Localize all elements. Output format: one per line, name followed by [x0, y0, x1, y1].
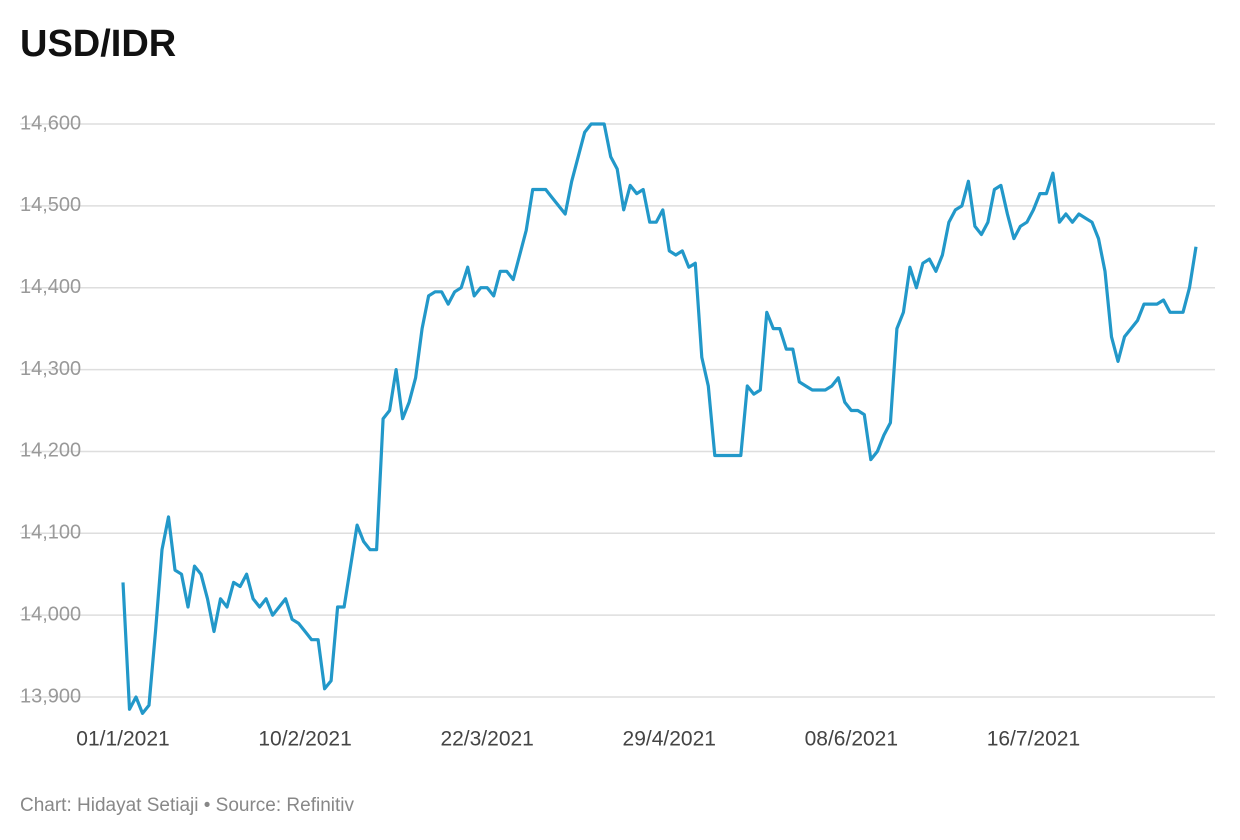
x-tick-label: 08/6/2021 — [805, 728, 898, 751]
x-tick-label: 16/7/2021 — [987, 728, 1080, 751]
y-tick-label: 14,600 — [20, 112, 81, 134]
y-tick-label: 14,500 — [20, 194, 81, 216]
y-tick-label: 14,300 — [20, 358, 81, 380]
line-series — [121, 122, 1198, 715]
y-tick-label: 14,200 — [20, 440, 81, 462]
x-tick-label: 01/1/2021 — [76, 728, 169, 751]
y-tick-label: 13,900 — [20, 685, 81, 707]
chart-title: USD/IDR — [20, 23, 176, 65]
x-tick-label: 10/2/2021 — [258, 728, 351, 751]
x-tick-label: 22/3/2021 — [440, 728, 533, 751]
chart-source: Chart: Hidayat Setiaji • Source: Refinit… — [20, 795, 355, 816]
y-tick-label: 14,400 — [20, 276, 81, 298]
y-tick-label: 14,000 — [20, 603, 81, 625]
x-tick-label: 29/4/2021 — [623, 728, 716, 751]
y-tick-label: 14,100 — [20, 522, 81, 544]
